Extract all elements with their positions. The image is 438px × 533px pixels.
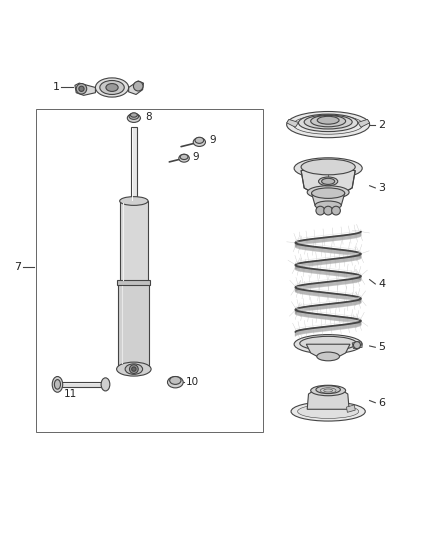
Ellipse shape: [170, 376, 181, 384]
Ellipse shape: [291, 402, 365, 421]
Ellipse shape: [311, 116, 346, 127]
Ellipse shape: [195, 138, 204, 143]
Circle shape: [130, 365, 138, 374]
Polygon shape: [346, 405, 355, 413]
Ellipse shape: [125, 364, 143, 374]
Ellipse shape: [120, 197, 148, 205]
Circle shape: [332, 206, 340, 215]
Polygon shape: [129, 81, 144, 94]
Ellipse shape: [298, 114, 358, 132]
Bar: [35, 109, 263, 432]
Ellipse shape: [301, 159, 355, 175]
Text: 6: 6: [378, 398, 385, 408]
Ellipse shape: [100, 80, 124, 94]
Ellipse shape: [317, 116, 339, 124]
Ellipse shape: [180, 154, 188, 159]
Ellipse shape: [304, 115, 352, 129]
Circle shape: [76, 84, 87, 94]
Ellipse shape: [316, 386, 340, 393]
Ellipse shape: [129, 113, 139, 119]
Ellipse shape: [297, 405, 359, 418]
Ellipse shape: [321, 179, 335, 184]
Polygon shape: [301, 171, 355, 192]
Ellipse shape: [287, 111, 370, 138]
Ellipse shape: [315, 201, 341, 210]
Text: 1: 1: [53, 83, 60, 93]
Circle shape: [353, 342, 360, 349]
Text: 2: 2: [378, 119, 385, 130]
Polygon shape: [307, 386, 349, 409]
Circle shape: [324, 206, 332, 215]
Ellipse shape: [106, 84, 118, 92]
Ellipse shape: [193, 138, 205, 147]
Bar: [120, 201, 148, 282]
Ellipse shape: [131, 113, 138, 117]
Ellipse shape: [179, 154, 189, 162]
Ellipse shape: [317, 352, 339, 361]
Text: 11: 11: [64, 389, 77, 399]
Ellipse shape: [167, 376, 183, 388]
Text: 5: 5: [378, 342, 385, 352]
Circle shape: [79, 86, 84, 92]
Ellipse shape: [307, 185, 349, 199]
Text: 4: 4: [378, 279, 385, 289]
Ellipse shape: [117, 362, 151, 376]
Bar: [117, 280, 150, 285]
Ellipse shape: [52, 376, 63, 392]
Polygon shape: [75, 83, 95, 95]
Ellipse shape: [54, 379, 60, 389]
Ellipse shape: [300, 336, 357, 350]
Ellipse shape: [127, 114, 141, 123]
Bar: [131, 127, 137, 201]
Text: 10: 10: [185, 377, 198, 387]
Bar: [118, 282, 149, 369]
Bar: [57, 382, 106, 387]
Polygon shape: [358, 119, 370, 127]
Circle shape: [134, 82, 143, 91]
Circle shape: [316, 206, 325, 215]
Ellipse shape: [311, 188, 345, 198]
Polygon shape: [306, 344, 350, 357]
Ellipse shape: [318, 177, 338, 185]
Ellipse shape: [294, 335, 362, 354]
Polygon shape: [352, 342, 362, 349]
Text: 8: 8: [145, 112, 152, 122]
Polygon shape: [287, 119, 298, 127]
Circle shape: [132, 367, 136, 372]
Text: 9: 9: [193, 152, 199, 163]
Text: 7: 7: [14, 262, 21, 271]
Text: 3: 3: [378, 183, 385, 193]
Ellipse shape: [311, 385, 346, 395]
Polygon shape: [311, 193, 345, 205]
Ellipse shape: [95, 78, 129, 97]
Ellipse shape: [294, 158, 362, 179]
Text: 9: 9: [209, 135, 215, 145]
Ellipse shape: [101, 378, 110, 391]
